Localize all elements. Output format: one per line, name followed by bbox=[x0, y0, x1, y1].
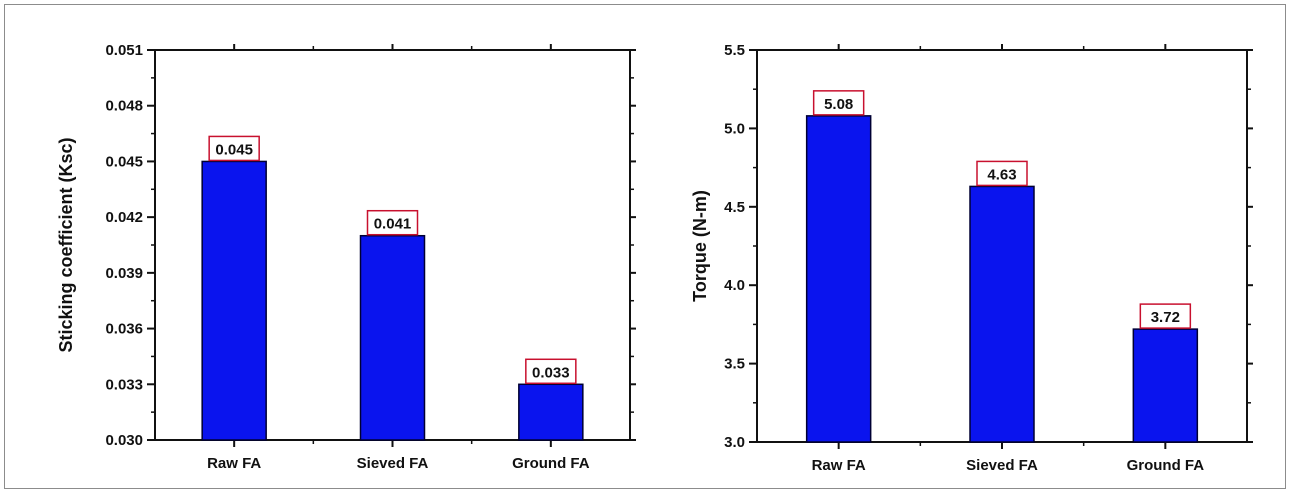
value-label-box bbox=[976, 160, 1028, 187]
x-category-label: Sieved FA bbox=[357, 455, 429, 472]
bar bbox=[201, 160, 267, 441]
value-label: 0.033 bbox=[532, 364, 570, 381]
y-tick-label: 0.045 bbox=[105, 153, 143, 170]
y-tick-label: 0.030 bbox=[105, 432, 143, 449]
value-label-box bbox=[1139, 303, 1192, 329]
y-tick-label: 4.5 bbox=[724, 199, 745, 216]
y-axis-title: Torque (N-m) bbox=[690, 190, 710, 302]
bar bbox=[359, 234, 426, 441]
y-tick-label: 0.051 bbox=[105, 42, 143, 59]
y-tick-label: 5.5 bbox=[724, 42, 745, 59]
value-label-box bbox=[366, 209, 419, 236]
value-label: 5.08 bbox=[824, 96, 853, 113]
y-tick-label: 0.033 bbox=[105, 376, 143, 393]
value-label: 4.63 bbox=[987, 166, 1016, 183]
sticking-coefficient-chart: 0.030 0.033 0.036 0.039 0.042 0.045 0.048 0.051… bbox=[56, 42, 636, 472]
x-category-label: Raw FA bbox=[207, 455, 261, 472]
bar bbox=[805, 115, 872, 443]
bar bbox=[1132, 328, 1199, 443]
value-label: 0.045 bbox=[215, 141, 253, 158]
y-tick-label: 0.036 bbox=[105, 321, 143, 338]
x-category-label: Ground FA bbox=[512, 455, 590, 472]
bar bbox=[969, 185, 1035, 443]
value-label: 3.72 bbox=[1151, 309, 1180, 326]
x-category-label: Ground FA bbox=[1127, 457, 1205, 474]
x-category-label: Sieved FA bbox=[966, 457, 1038, 474]
y-tick-label: 0.039 bbox=[105, 265, 143, 282]
value-label-box bbox=[208, 135, 260, 162]
y-axis-title: Sticking coefficient (Ksc) bbox=[56, 137, 76, 352]
value-label: 0.041 bbox=[374, 216, 412, 233]
y-tick-label: 4.0 bbox=[724, 277, 745, 294]
y-tick-label: 0.042 bbox=[105, 209, 143, 226]
bar bbox=[518, 383, 584, 441]
y-tick-label: 0.048 bbox=[105, 98, 143, 115]
value-label-box bbox=[812, 90, 865, 116]
value-label-box bbox=[525, 358, 577, 385]
x-category-label: Raw FA bbox=[812, 457, 866, 474]
y-tick-label: 5.0 bbox=[724, 120, 745, 137]
y-tick-label: 3.5 bbox=[724, 356, 745, 373]
y-tick-label: 3.0 bbox=[724, 434, 745, 451]
